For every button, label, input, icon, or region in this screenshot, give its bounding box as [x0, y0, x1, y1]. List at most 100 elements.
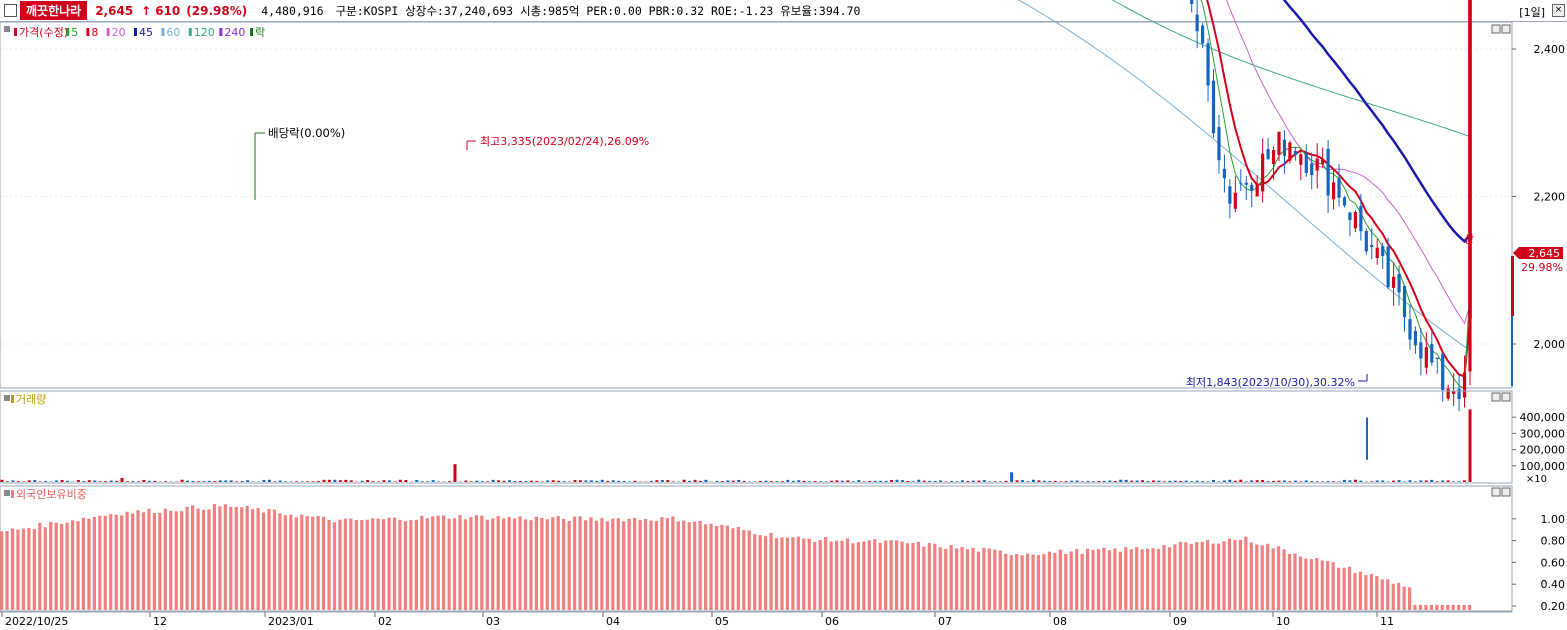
volume-bar [486, 481, 490, 482]
price-tick-8: 2,000 [1534, 338, 1566, 351]
volume-bar [900, 480, 904, 482]
volume-bar [1086, 480, 1090, 482]
candle-body [1424, 347, 1428, 368]
foreign-bar [1058, 549, 1062, 610]
foreign-bar [54, 522, 58, 610]
x-tick-10: 09 [1173, 615, 1187, 628]
volume-bar [1348, 480, 1352, 482]
price-panel-menu-icon[interactable] [4, 26, 10, 32]
candle-body [1261, 153, 1265, 192]
volume-bar [595, 480, 599, 482]
foreign-bar [1391, 583, 1395, 610]
foreign-bar [742, 530, 746, 610]
limit-up-label: 상 [1464, 233, 1474, 246]
trade-volume: 4,480,916 [261, 3, 324, 18]
volume-bar [813, 481, 817, 482]
volume-bar [1381, 480, 1385, 482]
volume-bar [1222, 480, 1226, 482]
volume-bar [1113, 481, 1117, 482]
period-selector[interactable]: [1일] [1519, 6, 1545, 19]
volume-bar [524, 481, 528, 482]
foreign-bar [382, 519, 386, 610]
foreign-bar [141, 512, 146, 610]
foreign-bar [1151, 548, 1155, 610]
volume-bar [1272, 480, 1276, 482]
volume-bar [27, 480, 31, 482]
candle-body [1310, 163, 1314, 176]
foreign-bar [49, 522, 53, 610]
volume-bar [126, 481, 130, 482]
volume-bar [922, 480, 926, 482]
volume-bar [737, 479, 741, 482]
volume-bar [879, 480, 883, 482]
volume-bar [1195, 480, 1199, 482]
volume-bar [1135, 480, 1139, 482]
volume-bar [780, 481, 784, 482]
candle-body [1211, 80, 1216, 134]
volume-bar [1392, 480, 1396, 482]
foreign-bar [201, 509, 206, 610]
volume-bar [398, 479, 402, 482]
volume-bar [1108, 480, 1112, 482]
x-tick-2: 2023/01 [268, 615, 314, 628]
foreign-bar [1249, 542, 1253, 610]
foreign-bar [944, 548, 948, 610]
candle-body [1457, 388, 1461, 400]
volume-bar [475, 480, 479, 482]
volume-bar [873, 480, 877, 482]
foreign-bar [392, 517, 397, 610]
foreign-bar [1222, 541, 1226, 610]
foreign-bar [911, 543, 915, 610]
volume-bar [1184, 480, 1188, 482]
foreign-tick-1: 0.80 [1541, 535, 1566, 548]
volume-bar [1239, 479, 1243, 482]
volume-bar [262, 479, 266, 482]
foreign-bar [1298, 556, 1303, 610]
foreign-bar [703, 524, 708, 610]
foreign-bar [796, 536, 800, 610]
foreign-bar [278, 513, 282, 610]
foreign-bar [1233, 539, 1237, 610]
foreign-bar [109, 514, 113, 610]
limit-up-annotation: 상 [1464, 233, 1474, 252]
foreign-bar [764, 536, 768, 610]
volume-bar [196, 481, 200, 482]
select-checkbox[interactable] [4, 4, 17, 17]
foreign-bar [43, 527, 47, 610]
volume-legend-marker [11, 395, 14, 403]
foreign-bar [927, 543, 931, 610]
foreign-bar [649, 520, 653, 610]
volume-bar [529, 480, 533, 482]
volume-bar [1201, 481, 1205, 482]
candle-body [1430, 344, 1434, 363]
legend-marker-3 [106, 28, 110, 36]
candle-body [1452, 391, 1456, 394]
legend-item-5: 60 [166, 26, 180, 39]
foreign-bar [687, 522, 691, 610]
foreign-bar [321, 516, 326, 610]
foreign-bar [1085, 548, 1090, 610]
foreign-bar [960, 547, 964, 610]
volume-bar [76, 480, 80, 482]
candle-body [1413, 330, 1418, 346]
foreign-bar [654, 521, 659, 610]
foreign-bar [223, 504, 227, 610]
volume-bar [1233, 480, 1237, 482]
legend-item-1: 5 [71, 26, 78, 39]
volume-panel-menu-icon[interactable] [4, 395, 10, 401]
stock-name[interactable]: 깨끗한나라 [20, 1, 88, 20]
volume-bar [164, 481, 168, 482]
volume-bar [682, 479, 686, 482]
foreign-legend-marker [11, 490, 14, 498]
candle-body [1233, 192, 1237, 209]
volume-bar [1059, 481, 1063, 482]
volume-bar [660, 480, 664, 482]
x-tick-11: 10 [1276, 615, 1290, 628]
volume-tick-3: 100,000 [1520, 460, 1566, 473]
foreign-panel-menu-icon[interactable] [4, 490, 10, 496]
panel-buttons[interactable] [1491, 24, 1511, 497]
close-icon[interactable]: × [1552, 4, 1565, 17]
price-maximize-icon [1491, 24, 1501, 34]
foreign-bar [545, 519, 549, 610]
